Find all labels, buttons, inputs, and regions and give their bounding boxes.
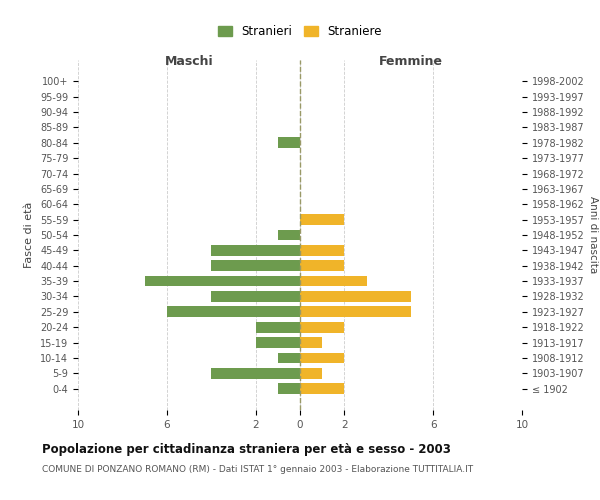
Bar	[300, 245, 344, 256]
Bar	[300, 337, 322, 348]
Bar	[256, 322, 300, 332]
Y-axis label: Fasce di età: Fasce di età	[25, 202, 34, 268]
Bar	[278, 384, 300, 394]
Y-axis label: Anni di nascita: Anni di nascita	[589, 196, 598, 274]
Text: Maschi: Maschi	[164, 55, 214, 68]
Legend: Stranieri, Straniere: Stranieri, Straniere	[213, 20, 387, 43]
Bar	[300, 214, 344, 225]
Bar	[211, 245, 300, 256]
Bar	[300, 306, 411, 317]
Text: COMUNE DI PONZANO ROMANO (RM) - Dati ISTAT 1° gennaio 2003 - Elaborazione TUTTIT: COMUNE DI PONZANO ROMANO (RM) - Dati IST…	[42, 466, 473, 474]
Bar	[300, 322, 344, 332]
Bar	[167, 306, 300, 317]
Bar	[300, 291, 411, 302]
Bar	[300, 260, 344, 271]
Bar	[278, 138, 300, 148]
Bar	[211, 260, 300, 271]
Bar	[278, 352, 300, 364]
Bar	[278, 230, 300, 240]
Text: Popolazione per cittadinanza straniera per età e sesso - 2003: Popolazione per cittadinanza straniera p…	[42, 442, 451, 456]
Bar	[145, 276, 300, 286]
Bar	[211, 368, 300, 378]
Text: Femmine: Femmine	[379, 55, 443, 68]
Bar	[300, 352, 344, 364]
Bar	[256, 337, 300, 348]
Bar	[211, 291, 300, 302]
Bar	[300, 368, 322, 378]
Bar	[300, 276, 367, 286]
Bar	[300, 384, 344, 394]
